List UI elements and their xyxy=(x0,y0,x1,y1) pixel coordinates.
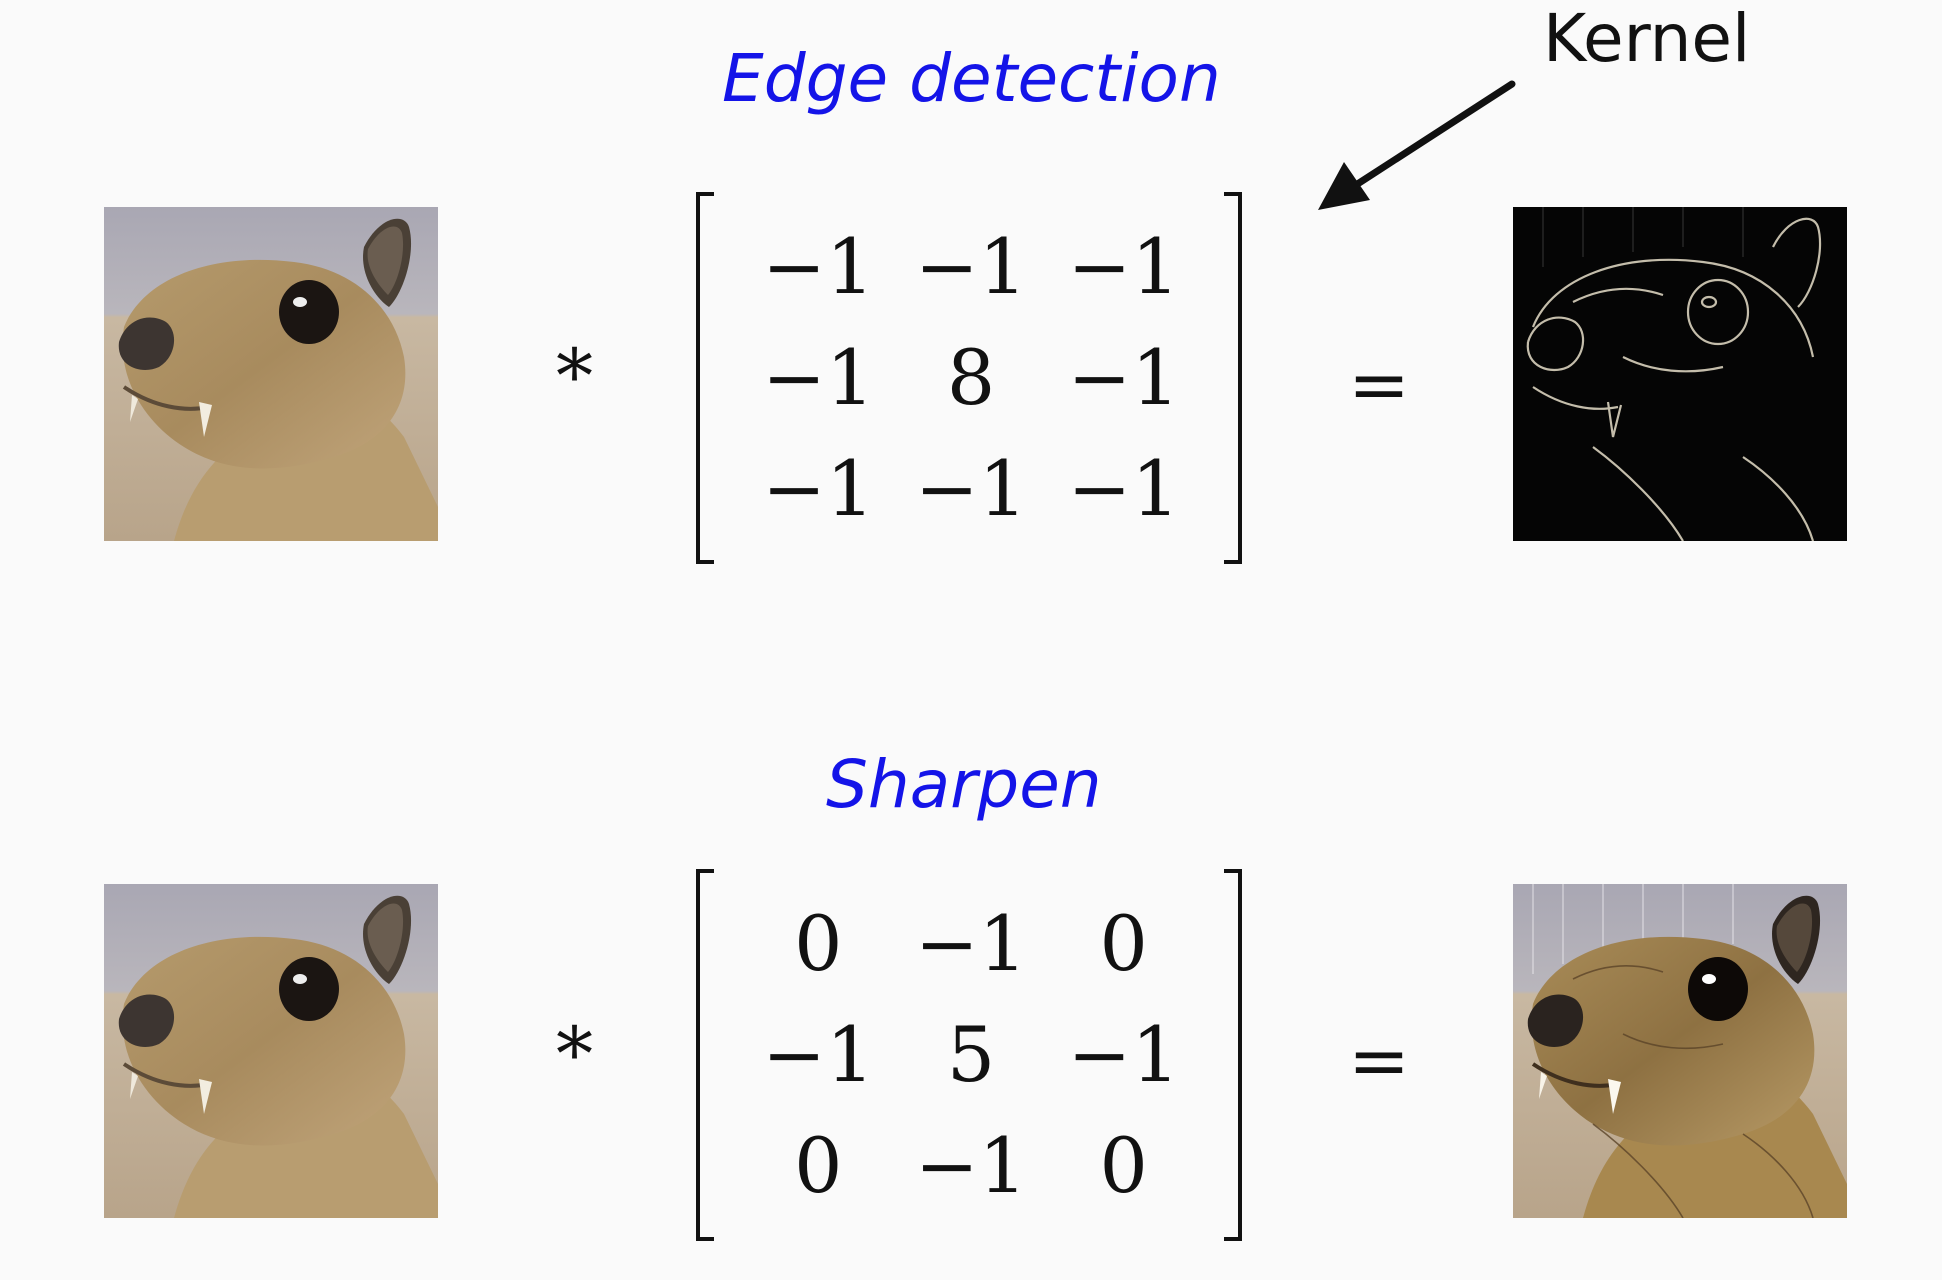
kernel-cell: −1 xyxy=(762,1009,875,1099)
edge-input-photo xyxy=(104,207,438,541)
matrix-left-bracket xyxy=(696,869,714,1241)
kernel-cell: 0 xyxy=(1099,899,1148,989)
sharpen-title: Sharpen xyxy=(826,746,1102,823)
kernel-cell: 0 xyxy=(1099,1120,1148,1210)
kernel-cell: −1 xyxy=(914,899,1028,989)
kernel-cell: −1 xyxy=(914,222,1028,312)
kernel-cell: −1 xyxy=(762,332,875,422)
matrix-left-bracket xyxy=(696,192,714,564)
sharpen-output-photo xyxy=(1513,884,1847,1218)
sharpen-kernel-matrix: 0 −1 0 −1 5 −1 0 −1 0 xyxy=(696,869,1242,1241)
kernel-cell: 0 xyxy=(794,899,843,989)
matrix-right-bracket xyxy=(1224,192,1242,564)
kernel-cell: −1 xyxy=(914,443,1028,533)
edge-detection-title: Edge detection xyxy=(722,40,1221,117)
kernel-cell: −1 xyxy=(1067,1009,1180,1099)
kernel-cell: −1 xyxy=(762,443,875,533)
kernel-cell: −1 xyxy=(762,222,875,312)
kernel-cell: 8 xyxy=(946,332,996,422)
sharpen-input-photo xyxy=(104,884,438,1218)
kernel-cell: −1 xyxy=(1067,443,1180,533)
edge-output-photo xyxy=(1513,207,1847,541)
kernel-cell: 5 xyxy=(946,1009,996,1099)
equals-sign: = xyxy=(1348,1018,1411,1104)
equals-sign: = xyxy=(1348,342,1411,428)
convolution-operator: * xyxy=(556,1012,593,1098)
kernel-cell: −1 xyxy=(1067,332,1180,422)
convolution-operator: * xyxy=(556,334,593,420)
kernel-arrow-icon xyxy=(1318,80,1516,210)
matrix-right-bracket xyxy=(1224,869,1242,1241)
kernel-cell: 0 xyxy=(794,1120,843,1210)
kernel-label: Kernel xyxy=(1543,0,1751,77)
edge-kernel-matrix: −1 −1 −1 −1 8 −1 −1 −1 −1 xyxy=(696,192,1242,564)
kernel-cell: −1 xyxy=(914,1120,1028,1210)
kernel-cell: −1 xyxy=(1067,222,1180,312)
